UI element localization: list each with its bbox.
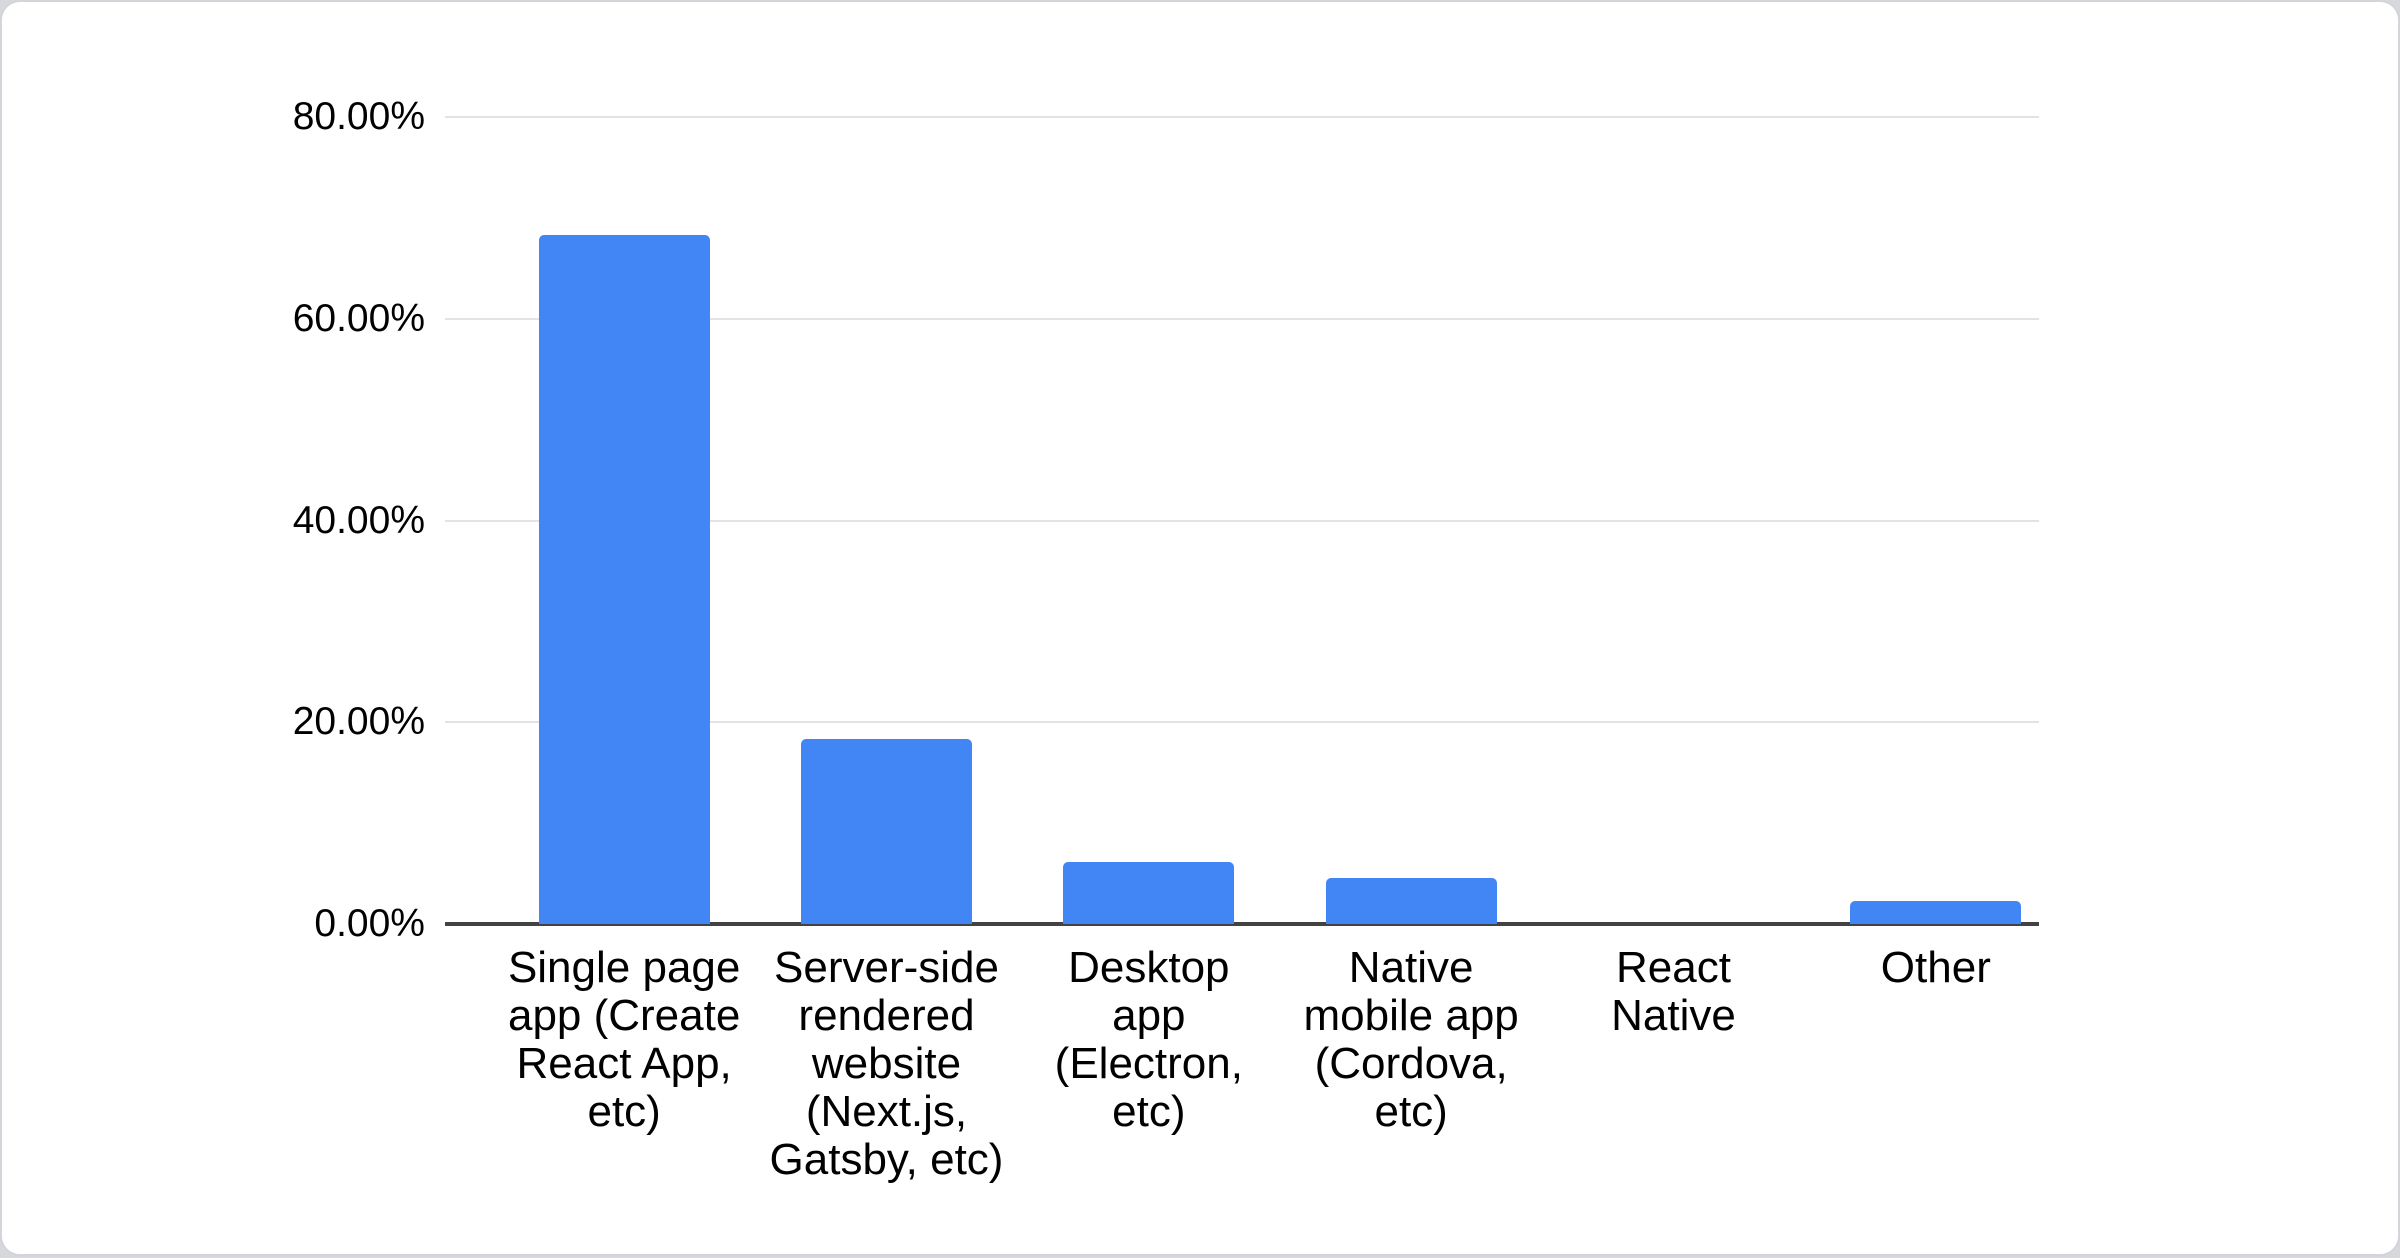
bar-server-side-rendered-website-next-js-gatsby-etc[interactable]: [801, 739, 972, 924]
gridline-60: [445, 317, 2039, 320]
y-tick-label-0: 0.00%: [314, 902, 425, 945]
x-axis-label-react-native: React Native: [1611, 943, 1736, 1040]
y-tick-label-80: 80.00%: [292, 95, 425, 138]
y-tick-label-40: 40.00%: [292, 498, 425, 542]
x-axis-label-desktop-app-electron-etc: Desktop app (Electron, etc): [1054, 943, 1243, 1136]
x-axis-label-native-mobile-app-cordova-etc: Native mobile app (Cordova, etc): [1303, 943, 1519, 1136]
bar-desktop-app-electron-etc[interactable]: [1063, 862, 1235, 924]
gridline-80: [445, 116, 2039, 118]
bar-single-page-app-create-react-app-etc[interactable]: [538, 235, 710, 924]
y-tick-label-60: 60.00%: [292, 296, 425, 340]
bar-native-mobile-app-cordova-etc[interactable]: [1325, 877, 1497, 924]
x-axis-label-single-page-app-create-react-app-etc: Single page app (Create React App, etc): [507, 943, 741, 1136]
gridline-40: [445, 519, 2039, 522]
x-axis-label-server-side-rendered-website-next-js-gatsby-etc: Server-side rendered website (Next.js, G…: [769, 943, 1004, 1184]
x-axis-label-other: Other: [1880, 943, 1991, 992]
x-axis-baseline: [445, 922, 2039, 926]
bar-other[interactable]: [1850, 900, 2022, 924]
y-tick-label-20: 20.00%: [292, 700, 425, 744]
gridline-20: [445, 721, 2039, 724]
